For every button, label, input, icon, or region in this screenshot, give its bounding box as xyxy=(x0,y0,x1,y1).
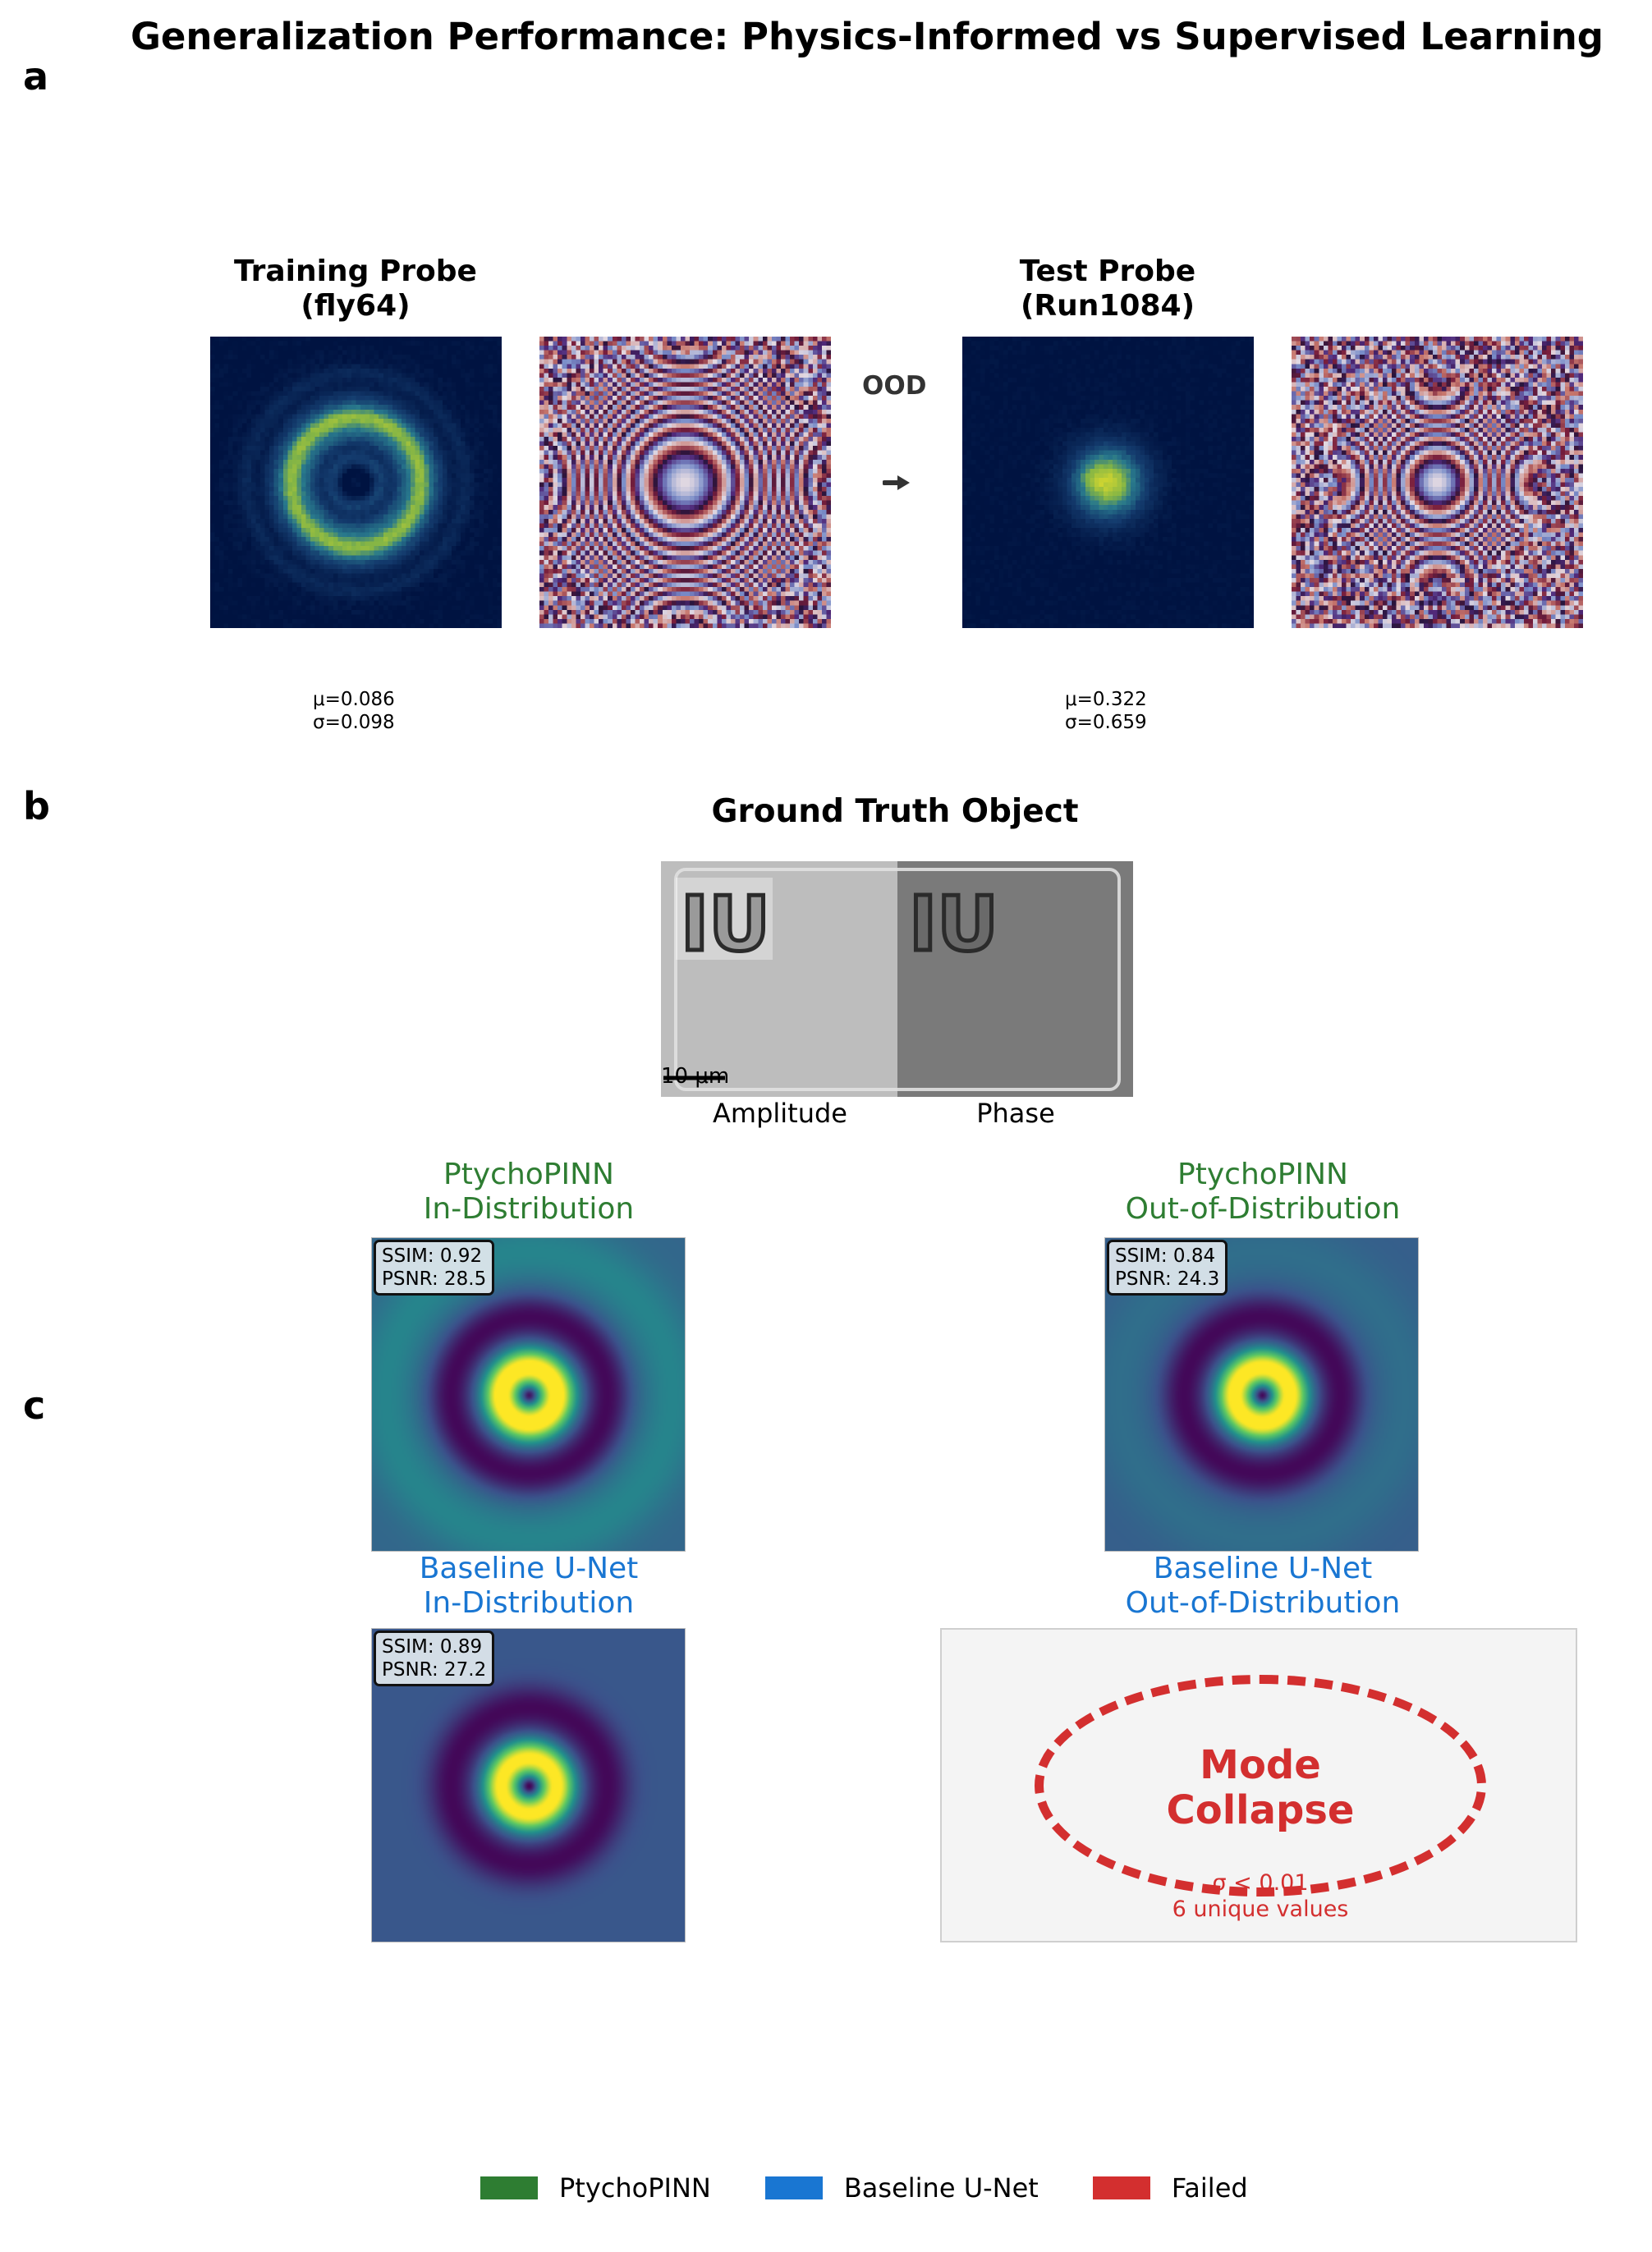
legend-item-baseline-unet: Baseline U-Net xyxy=(764,2172,1039,2204)
pinn-ood-title-line2: Out-of-Distribution xyxy=(1125,1192,1401,1226)
mode-collapse-line1: Mode xyxy=(1200,1742,1321,1788)
pinn-in-title-line1: PtychoPINN xyxy=(443,1158,614,1191)
mode-collapse-unique-values: 6 unique values xyxy=(1172,1897,1349,1922)
unet-ood-mode-collapse-panel: Mode Collapse σ < 0.01 6 unique values xyxy=(940,1628,1577,1942)
pinn-in-distribution-title: PtychoPINN In-Distribution xyxy=(282,1158,775,1227)
unet-ood-title-line2: Out-of-Distribution xyxy=(1125,1586,1401,1620)
right-arrow-icon xyxy=(882,475,911,491)
panel-letter-c: c xyxy=(23,1383,46,1428)
pinn-ood-title-line1: PtychoPINN xyxy=(1177,1158,1348,1191)
pinn-in-metrics: SSIM: 0.92 PSNR: 28.5 xyxy=(374,1240,495,1296)
pinn-in-distribution-reconstruction: SSIM: 0.92 PSNR: 28.5 xyxy=(371,1237,686,1552)
test-probe-title-line2: (Run1084) xyxy=(1020,289,1195,323)
mode-collapse-dashed-ellipse xyxy=(1035,1675,1486,1897)
panel-letter-a: a xyxy=(23,54,49,99)
pinn-ood-metrics: SSIM: 0.84 PSNR: 24.3 xyxy=(1107,1240,1228,1296)
amplitude-label: Amplitude xyxy=(713,1098,847,1129)
training-probe-title: Training Probe (fly64) xyxy=(183,255,528,323)
pinn-in-title-line2: In-Distribution xyxy=(423,1192,635,1226)
mode-collapse-note: σ < 0.01 6 unique values xyxy=(942,1870,1579,1923)
training-probe-title-line2: (fly64) xyxy=(301,289,411,323)
legend-swatch-failed xyxy=(1092,2176,1150,2199)
pinn-in-psnr: PSNR: 28.5 xyxy=(382,1268,487,1290)
mode-collapse-sigma: σ < 0.01 xyxy=(1212,1870,1309,1896)
training-probe-mu: μ=0.086 xyxy=(313,689,395,710)
pinn-ood-reconstruction: SSIM: 0.84 PSNR: 24.3 xyxy=(1104,1237,1419,1552)
unet-in-distribution-reconstruction: SSIM: 0.89 PSNR: 27.2 xyxy=(371,1628,686,1942)
test-probe-title: Test Probe (Run1084) xyxy=(935,255,1280,323)
unet-in-metrics: SSIM: 0.89 PSNR: 27.2 xyxy=(374,1631,495,1686)
test-probe-amplitude-image xyxy=(962,337,1254,628)
test-probe-sigma: σ=0.659 xyxy=(1065,712,1147,733)
panel-letter-b: b xyxy=(23,784,50,828)
legend-label-ptychopinn: PtychoPINN xyxy=(559,2172,711,2204)
unet-ood-title-line1: Baseline U-Net xyxy=(1153,1552,1373,1585)
pinn-ood-title: PtychoPINN Out-of-Distribution xyxy=(1016,1158,1509,1227)
unet-in-ssim: SSIM: 0.89 xyxy=(382,1636,483,1658)
mode-collapse-label: Mode Collapse xyxy=(942,1743,1579,1833)
test-probe-phase-image xyxy=(1292,337,1583,628)
legend: PtychoPINN Baseline U-Net Failed xyxy=(480,2167,1302,2208)
training-probe-sigma: σ=0.098 xyxy=(313,712,395,733)
training-probe-amplitude-image xyxy=(210,337,502,628)
unet-in-title-line1: Baseline U-Net xyxy=(419,1552,639,1585)
legend-label-baseline-unet: Baseline U-Net xyxy=(843,2172,1039,2204)
unet-in-psnr: PSNR: 27.2 xyxy=(382,1659,487,1681)
test-probe-title-line1: Test Probe xyxy=(1019,255,1196,288)
figure-title: Generalization Performance: Physics-Info… xyxy=(130,15,1604,58)
amplitude-object-letters: IU xyxy=(681,880,770,968)
ood-label: OOD xyxy=(862,371,927,401)
test-probe-mu: μ=0.322 xyxy=(1065,689,1147,710)
legend-item-failed: Failed xyxy=(1092,2172,1248,2204)
legend-label-failed: Failed xyxy=(1171,2172,1248,2204)
pinn-ood-psnr: PSNR: 24.3 xyxy=(1115,1268,1220,1290)
pinn-in-ssim: SSIM: 0.92 xyxy=(382,1245,483,1267)
training-probe-title-line1: Training Probe xyxy=(234,255,477,288)
phase-object-letters: IU xyxy=(909,880,998,968)
training-probe-phase-image xyxy=(539,337,831,628)
ground-truth-object-image: IU IU xyxy=(661,861,1133,1097)
unet-ood-title: Baseline U-Net Out-of-Distribution xyxy=(1016,1552,1509,1621)
unet-in-title-line2: In-Distribution xyxy=(423,1586,635,1620)
ground-truth-title: Ground Truth Object xyxy=(711,793,1079,830)
mode-collapse-line2: Collapse xyxy=(1166,1787,1355,1833)
scale-bar-label: 10 μm xyxy=(661,1064,730,1089)
training-probe-stats: μ=0.086 σ=0.098 xyxy=(313,688,395,734)
legend-item-ptychopinn: PtychoPINN xyxy=(480,2172,711,2204)
pinn-ood-ssim: SSIM: 0.84 xyxy=(1115,1245,1216,1267)
unet-in-distribution-title: Baseline U-Net In-Distribution xyxy=(282,1552,775,1621)
test-probe-stats: μ=0.322 σ=0.659 xyxy=(1065,688,1147,734)
phase-label: Phase xyxy=(976,1098,1055,1129)
legend-swatch-ptychopinn xyxy=(480,2176,538,2199)
legend-swatch-baseline-unet xyxy=(764,2176,823,2199)
